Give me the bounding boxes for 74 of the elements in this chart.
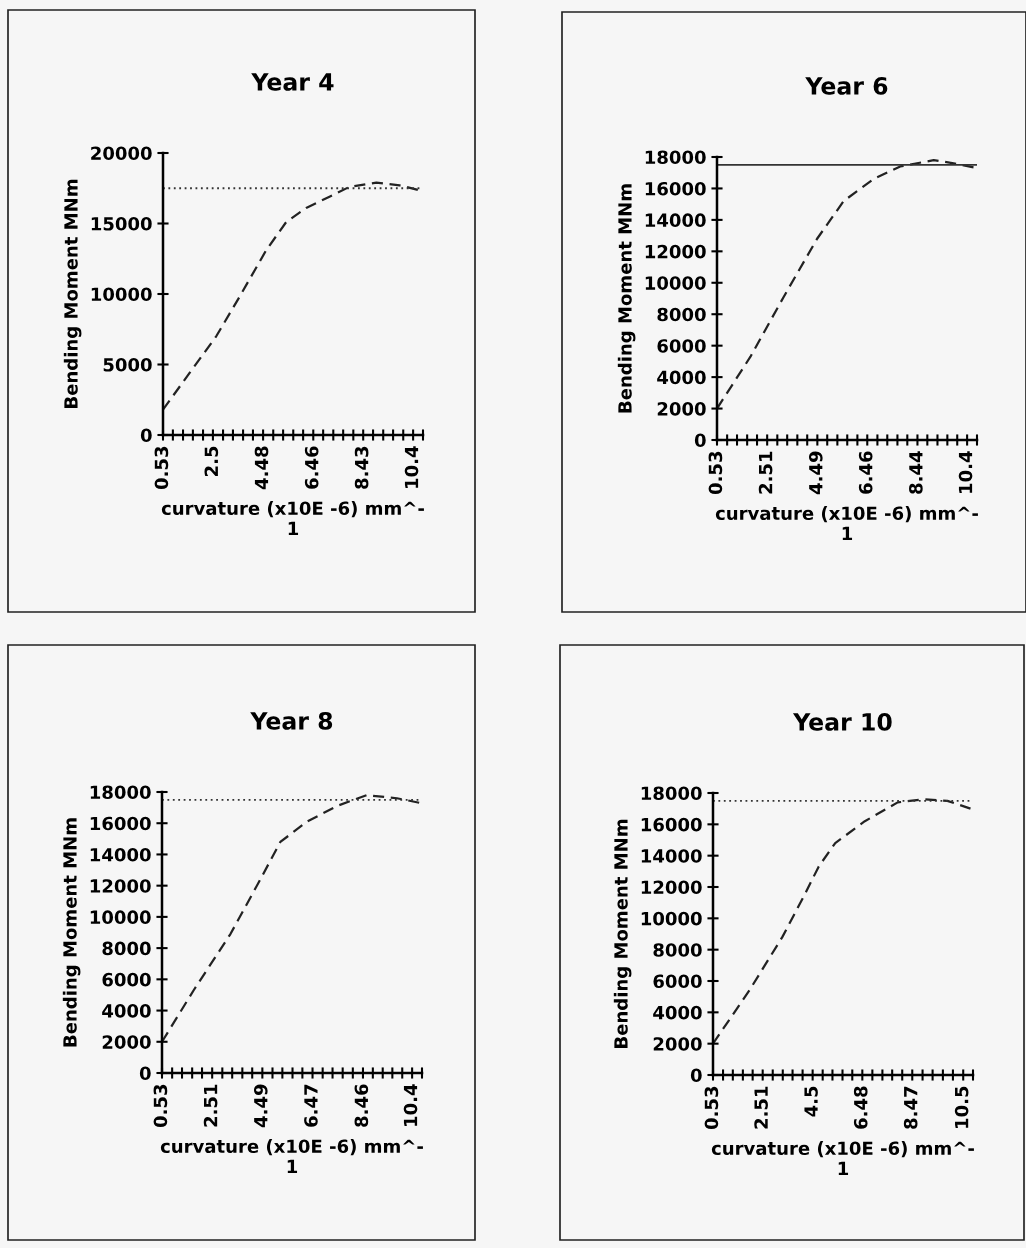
y-tick-label: 20000 xyxy=(91,146,152,161)
x-tick-label: 2.5 xyxy=(204,446,219,476)
x-axis-title: curvature (x10E -6) mm^- 1 xyxy=(161,501,424,536)
y-tick-label: 0 xyxy=(690,1068,702,1083)
y-tick-label: 0 xyxy=(139,1066,151,1081)
y-axis-title: Bending Moment MNm xyxy=(63,179,82,408)
x-axis-title: curvature (x10E -6) mm^- 1 xyxy=(711,1141,974,1176)
y-tick-label: 10000 xyxy=(90,910,151,925)
y-tick-label: 6000 xyxy=(657,339,706,353)
y-tick-label: 14000 xyxy=(641,849,702,863)
y-tick-label: 14000 xyxy=(90,847,151,862)
y-tick-label: 6000 xyxy=(102,972,151,987)
chart-title: Year 4 xyxy=(251,73,334,91)
y-tick-label: 10000 xyxy=(641,911,702,926)
x-tick-label: 10.4 xyxy=(958,451,973,493)
x-tick-label: 0.53 xyxy=(704,1086,719,1130)
y-tick-label: 6000 xyxy=(653,974,702,989)
x-tick-label: 4.49 xyxy=(253,1084,268,1128)
x-axis-title: curvature (x10E -6) mm^- 1 xyxy=(160,1139,423,1174)
y-tick-label: 8000 xyxy=(653,943,702,957)
x-tick-label: 8.44 xyxy=(909,451,923,494)
y-tick-label: 4000 xyxy=(657,370,706,385)
chart-title: Year 8 xyxy=(250,711,333,730)
x-tick-label: 6.48 xyxy=(853,1086,868,1129)
y-tick-label: 10000 xyxy=(91,287,152,302)
y-tick-label: 8000 xyxy=(102,941,151,956)
x-tick-label: 10.5 xyxy=(954,1086,969,1128)
y-tick-label: 14000 xyxy=(645,213,706,228)
x-tick-label: 6.46 xyxy=(858,451,873,494)
y-tick-label: 16000 xyxy=(645,181,706,196)
y-tick-label: 12000 xyxy=(90,879,151,893)
y-tick-label: 5000 xyxy=(103,357,152,372)
y-tick-label: 0 xyxy=(694,433,706,448)
x-tick-label: 8.46 xyxy=(354,1084,369,1127)
x-tick-label: 2.51 xyxy=(754,1086,768,1129)
y-tick-label: 4000 xyxy=(102,1004,151,1018)
x-tick-label: 10.4 xyxy=(403,1084,418,1126)
chart-title: Year 6 xyxy=(805,77,888,95)
x-tick-label: 6.47 xyxy=(304,1084,318,1127)
y-tick-label: 2000 xyxy=(653,1037,702,1051)
y-axis-title: Bending Moment MNm xyxy=(62,818,81,1047)
x-tick-label: 4.48 xyxy=(254,446,269,490)
y-tick-label: 15000 xyxy=(91,216,152,231)
y-tick-label: 8000 xyxy=(657,307,706,322)
y-tick-label: 12000 xyxy=(641,880,702,895)
y-axis-title: Bending Moment MNm xyxy=(617,184,636,413)
x-tick-label: 2.51 xyxy=(203,1084,218,1127)
x-tick-label: 4.5 xyxy=(804,1086,818,1117)
x-axis-title: curvature (x10E -6) mm^- 1 xyxy=(715,506,978,541)
y-tick-label: 16000 xyxy=(641,817,702,832)
x-tick-label: 0.53 xyxy=(154,446,169,490)
line-series xyxy=(162,794,422,1043)
x-tick-label: 6.46 xyxy=(304,446,319,489)
line-series xyxy=(717,159,977,410)
x-tick-label: 4.49 xyxy=(808,451,823,495)
chart-title: Year 10 xyxy=(792,712,892,731)
y-tick-label: 2000 xyxy=(657,402,706,416)
y-tick-label: 10000 xyxy=(645,276,706,290)
y-tick-label: 18000 xyxy=(645,150,706,165)
y-tick-label: 4000 xyxy=(653,1005,702,1020)
line-series xyxy=(713,798,972,1045)
x-tick-label: 0.53 xyxy=(153,1084,168,1128)
y-tick-label: 2000 xyxy=(102,1035,151,1049)
y-axis-title: Bending Moment MNm xyxy=(613,819,632,1048)
x-tick-label: 10.4 xyxy=(404,446,419,488)
y-tick-label: 16000 xyxy=(90,816,151,831)
y-tick-label: 18000 xyxy=(90,785,151,800)
y-tick-label: 0 xyxy=(140,428,152,443)
y-tick-label: 12000 xyxy=(645,244,706,259)
x-tick-label: 2.51 xyxy=(758,451,773,494)
y-tick-label: 18000 xyxy=(641,786,702,801)
x-tick-label: 8.43 xyxy=(354,446,369,489)
x-tick-label: 8.47 xyxy=(903,1086,918,1129)
x-tick-label: 0.53 xyxy=(708,451,723,495)
